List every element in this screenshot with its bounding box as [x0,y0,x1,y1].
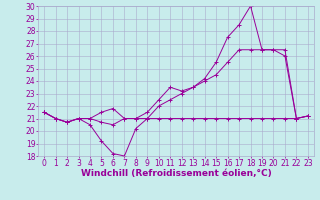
X-axis label: Windchill (Refroidissement éolien,°C): Windchill (Refroidissement éolien,°C) [81,169,271,178]
